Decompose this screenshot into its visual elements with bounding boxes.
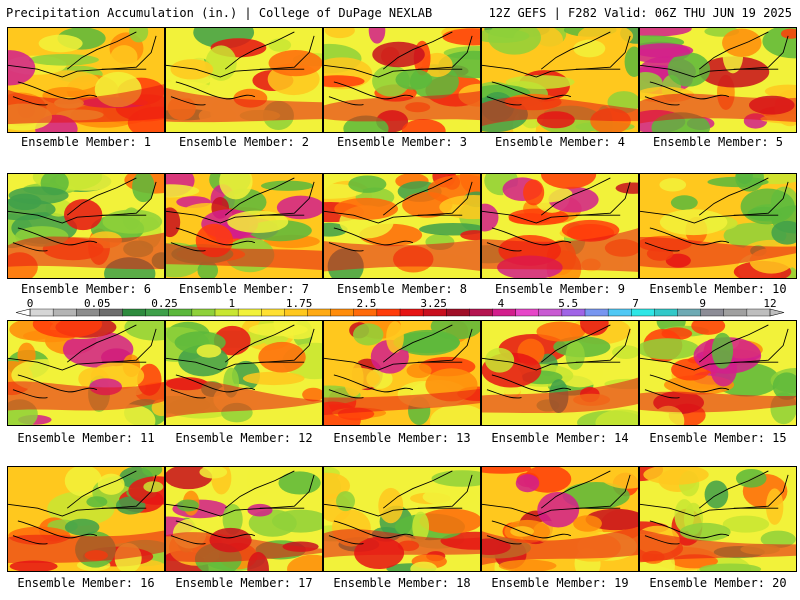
colorbar-swatch [746, 308, 771, 317]
precip-map-member-18 [323, 466, 481, 572]
colorbar-tick-label: 0 [26, 297, 34, 310]
colorbar-swatch [353, 308, 378, 317]
ensemble-member-label: Ensemble Member: 5 [652, 135, 784, 149]
chart-title: Precipitation Accumulation (in.) | Colle… [6, 6, 433, 20]
colorbar-max-arrow [769, 308, 785, 317]
colorbar-swatch [191, 308, 216, 317]
precip-map-member-4 [481, 27, 639, 133]
precip-map-member-15 [639, 320, 797, 426]
ensemble-member-label: Ensemble Member: 13 [333, 431, 471, 445]
ensemble-member-label: Ensemble Member: 19 [491, 576, 629, 590]
precip-map-member-5 [639, 27, 797, 133]
ensemble-member-label: Ensemble Member: 12 [175, 431, 313, 445]
colorbar-swatch [168, 308, 193, 317]
ensemble-member-label: Ensemble Member: 1 [20, 135, 152, 149]
precip-map-member-2 [165, 27, 323, 133]
precip-map-member-7 [165, 173, 323, 279]
precip-map-member-12 [165, 320, 323, 426]
colorbar-swatch [399, 308, 424, 317]
precip-map-member-1 [7, 27, 165, 133]
colorbar-min-arrow [15, 308, 31, 317]
colorbar-swatch [584, 308, 609, 317]
ensemble-member-label: Ensemble Member: 3 [336, 135, 468, 149]
precip-map-member-16 [7, 466, 165, 572]
colorbar-swatch [723, 308, 748, 317]
colorbar-swatch [237, 308, 262, 317]
ensemble-member-label: Ensemble Member: 10 [649, 282, 787, 296]
colorbar-swatch [446, 308, 470, 317]
model-run-info: 12Z GEFS | F282 Valid: 06Z THU JUN 19 20… [488, 6, 792, 20]
ensemble-member-label: Ensemble Member: 2 [178, 135, 310, 149]
colorbar-tick-label: 12 [763, 297, 777, 310]
ensemble-member-label: Ensemble Member: 17 [175, 576, 313, 590]
precip-map-member-13 [323, 320, 481, 426]
ensemble-member-label: Ensemble Member: 14 [491, 431, 629, 445]
colorbar-swatch [52, 308, 77, 317]
colorbar-tick-label: 1.75 [285, 297, 313, 310]
colorbar-tick-label: 2.5 [356, 297, 377, 310]
colorbar-swatch [261, 308, 285, 317]
colorbar-swatch [561, 308, 586, 317]
colorbar-swatch [515, 308, 540, 317]
colorbar-swatch [631, 308, 655, 317]
ensemble-member-label: Ensemble Member: 4 [494, 135, 626, 149]
precip-map-member-11 [7, 320, 165, 426]
ensemble-member-label: Ensemble Member: 16 [17, 576, 155, 590]
colorbar-swatch [99, 308, 124, 317]
colorbar-swatch [492, 308, 517, 317]
colorbar-swatch [469, 308, 494, 317]
colorbar-swatch [422, 308, 447, 317]
ensemble-member-label: Ensemble Member: 15 [649, 431, 787, 445]
colorbar-tick-label: 0.05 [84, 297, 111, 310]
precipitation-colorbar [15, 308, 785, 317]
colorbar-swatch [29, 308, 54, 317]
precip-map-member-3 [323, 27, 481, 133]
precip-map-member-17 [165, 466, 323, 572]
colorbar-swatch [214, 308, 239, 317]
precip-map-member-9 [481, 173, 639, 279]
colorbar-tick-label: 7 [632, 297, 639, 310]
ensemble-member-label: Ensemble Member: 11 [17, 431, 155, 445]
ensemble-member-label: Ensemble Member: 6 [20, 282, 152, 296]
colorbar-swatch [654, 308, 679, 317]
colorbar-swatch [700, 308, 725, 317]
precip-map-member-8 [323, 173, 481, 279]
colorbar-swatch [307, 308, 332, 317]
colorbar-swatch [330, 308, 355, 317]
colorbar-swatch [538, 308, 563, 317]
ensemble-member-label: Ensemble Member: 18 [333, 576, 471, 590]
colorbar-tick-label: 9 [699, 297, 706, 310]
colorbar-swatch [145, 308, 170, 317]
colorbar-swatch [122, 308, 147, 317]
colorbar-swatch [76, 308, 100, 317]
ensemble-member-label: Ensemble Member: 8 [336, 282, 468, 296]
colorbar-tick-label: 3.25 [420, 297, 447, 310]
colorbar-swatch [284, 308, 309, 317]
precip-map-member-10 [639, 173, 797, 279]
precip-map-member-6 [7, 173, 165, 279]
colorbar-swatch [677, 308, 702, 317]
precip-map-member-19 [481, 466, 639, 572]
colorbar-swatch [376, 308, 401, 317]
ensemble-member-label: Ensemble Member: 9 [494, 282, 626, 296]
colorbar-tick-label: 0.25 [151, 297, 178, 310]
precip-map-member-20 [639, 466, 797, 572]
colorbar-tick-label: 4 [497, 297, 505, 310]
colorbar-swatch [607, 308, 632, 317]
colorbar-tick-label: 1 [228, 297, 236, 310]
ensemble-member-label: Ensemble Member: 20 [649, 576, 787, 590]
colorbar-tick-label: 5.5 [558, 297, 579, 310]
precip-map-member-14 [481, 320, 639, 426]
ensemble-member-label: Ensemble Member: 7 [178, 282, 310, 296]
